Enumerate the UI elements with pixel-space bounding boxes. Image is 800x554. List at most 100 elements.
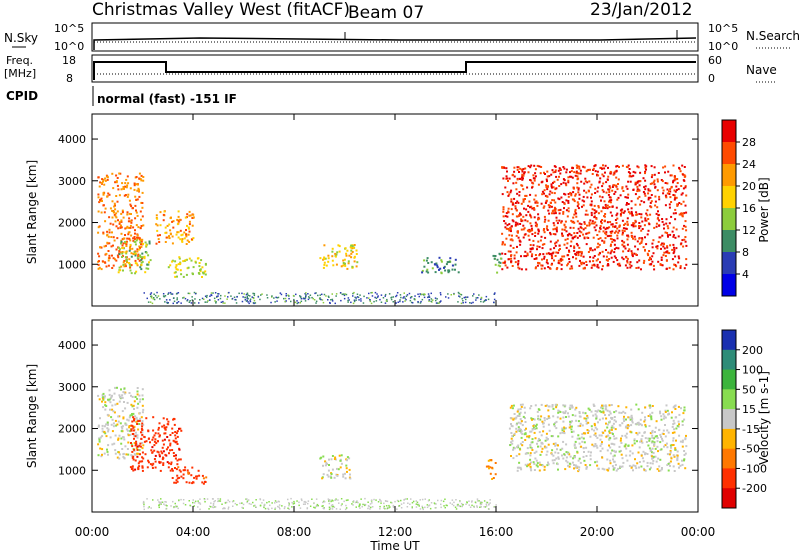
cell: [557, 251, 560, 254]
cell: [534, 427, 536, 430]
cell: [424, 498, 426, 500]
cell: [544, 404, 547, 407]
cell: [651, 447, 654, 450]
nsearch-tick-top: 10^5: [708, 22, 738, 35]
cell: [543, 243, 546, 246]
cell: [423, 296, 426, 299]
cell: [420, 300, 422, 303]
cell: [602, 411, 605, 414]
cell: [684, 236, 687, 238]
cell: [169, 444, 172, 447]
y-tick-label: 4000: [58, 339, 86, 352]
cell: [608, 188, 611, 191]
cell: [321, 293, 323, 296]
cell: [564, 410, 567, 413]
cell: [654, 435, 657, 438]
cell: [672, 419, 675, 422]
cell: [616, 217, 619, 220]
cell: [523, 406, 526, 409]
cell: [578, 264, 581, 267]
colorbar-swatch: [722, 349, 736, 371]
x-tick-label: 08:00: [277, 525, 312, 539]
cell: [399, 294, 402, 296]
cell: [131, 405, 134, 408]
cell: [530, 430, 533, 433]
cell: [649, 406, 652, 409]
cell: [101, 435, 104, 438]
cell: [123, 194, 126, 197]
y-tick-label: 2000: [58, 423, 86, 436]
cell: [174, 266, 177, 269]
cell: [627, 444, 630, 447]
cell: [421, 507, 424, 509]
cell: [373, 498, 375, 501]
cell: [343, 294, 346, 297]
cell: [565, 209, 568, 212]
cell: [164, 295, 167, 297]
cell: [524, 439, 527, 441]
cell: [567, 412, 569, 415]
cell: [541, 243, 544, 246]
cell: [470, 302, 473, 304]
cell: [621, 186, 624, 189]
cell: [136, 390, 139, 393]
cell: [315, 300, 318, 303]
cell: [204, 270, 207, 273]
cell: [664, 409, 667, 412]
cell: [435, 507, 437, 509]
cell: [538, 254, 541, 257]
cell: [111, 408, 114, 411]
cell: [546, 450, 549, 453]
cell: [544, 218, 547, 221]
cell: [174, 260, 177, 263]
cell: [136, 236, 138, 239]
cell: [639, 225, 642, 228]
cell: [557, 259, 560, 262]
cell: [602, 190, 605, 193]
cell: [398, 505, 401, 507]
cell: [353, 256, 356, 259]
cell: [522, 200, 525, 203]
cell: [304, 296, 307, 299]
cell: [139, 442, 142, 445]
y-tick-label: 2000: [58, 217, 86, 230]
cell: [379, 508, 381, 510]
cell: [352, 501, 354, 503]
cell: [532, 239, 535, 242]
cell: [172, 302, 174, 305]
cell: [141, 215, 144, 218]
cell: [133, 448, 136, 451]
cell: [137, 467, 140, 470]
cell: [188, 257, 191, 260]
cell: [162, 450, 165, 453]
cell: [669, 233, 672, 236]
cell: [338, 245, 341, 248]
cell: [460, 502, 463, 505]
cell: [421, 498, 424, 501]
cell: [130, 252, 133, 255]
cell: [342, 259, 345, 262]
cell: [570, 194, 573, 197]
cell: [635, 211, 638, 214]
cell: [630, 175, 633, 178]
cell: [198, 272, 201, 275]
cell: [659, 469, 662, 472]
colorbar-tick-label: 28: [742, 136, 756, 149]
cell: [209, 295, 211, 297]
cell: [121, 396, 124, 399]
cell: [176, 435, 179, 438]
cell: [537, 183, 540, 186]
cell: [526, 254, 529, 257]
cell: [176, 223, 179, 226]
cell: [527, 204, 530, 207]
cell: [538, 165, 541, 168]
cell: [621, 422, 624, 425]
cell: [518, 171, 520, 173]
cell: [627, 211, 630, 214]
cell: [669, 190, 672, 193]
cell: [602, 431, 605, 434]
cell: [630, 200, 633, 203]
cell: [305, 292, 307, 294]
cell: [666, 234, 669, 237]
cell: [632, 174, 635, 177]
